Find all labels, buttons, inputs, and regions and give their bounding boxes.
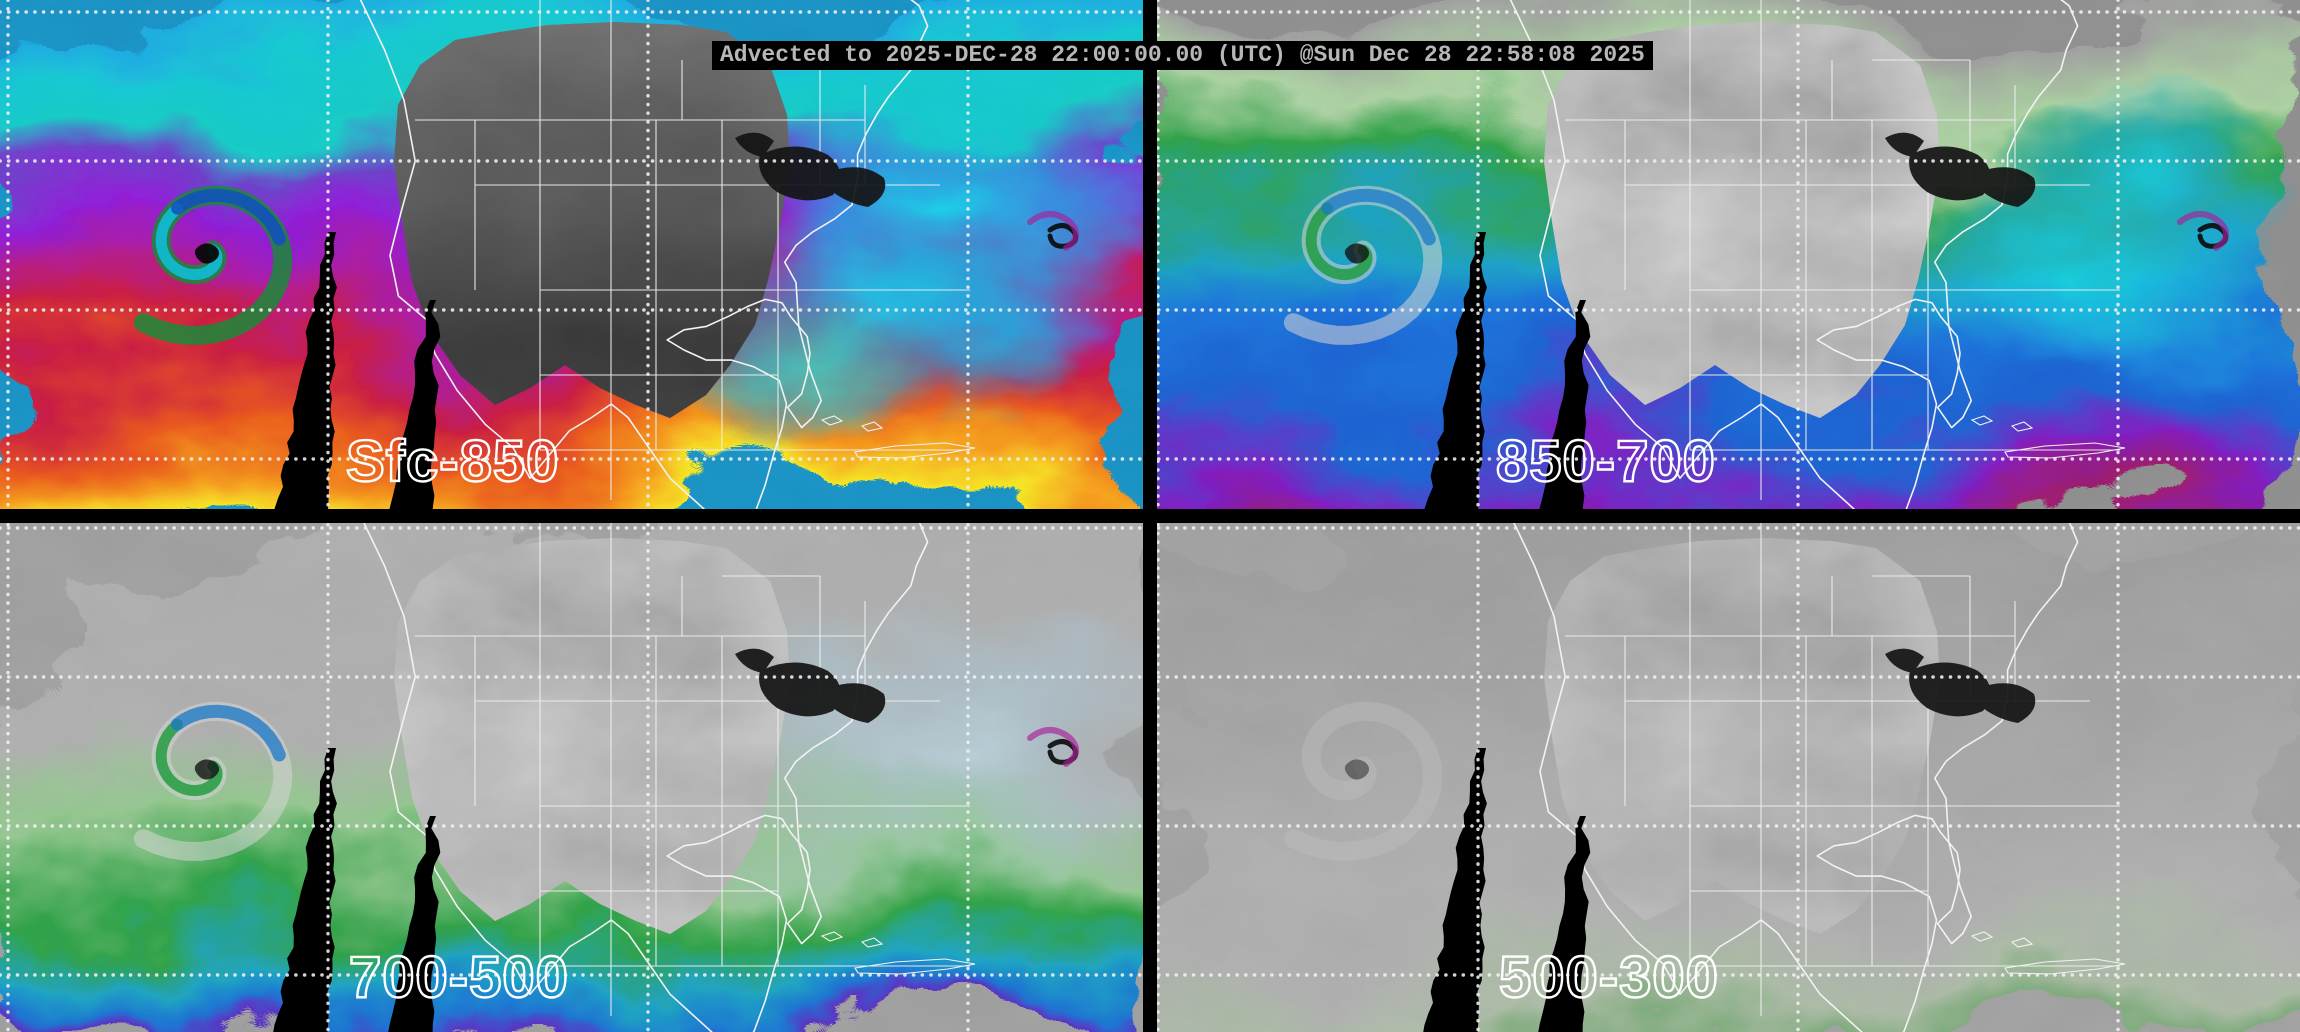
svg-text:Sfc-850: Sfc-850 xyxy=(346,429,559,494)
svg-text:700-500: 700-500 xyxy=(349,945,569,1010)
svg-text:500-300: 500-300 xyxy=(1499,945,1719,1010)
svg-text:850-700: 850-700 xyxy=(1496,429,1716,494)
